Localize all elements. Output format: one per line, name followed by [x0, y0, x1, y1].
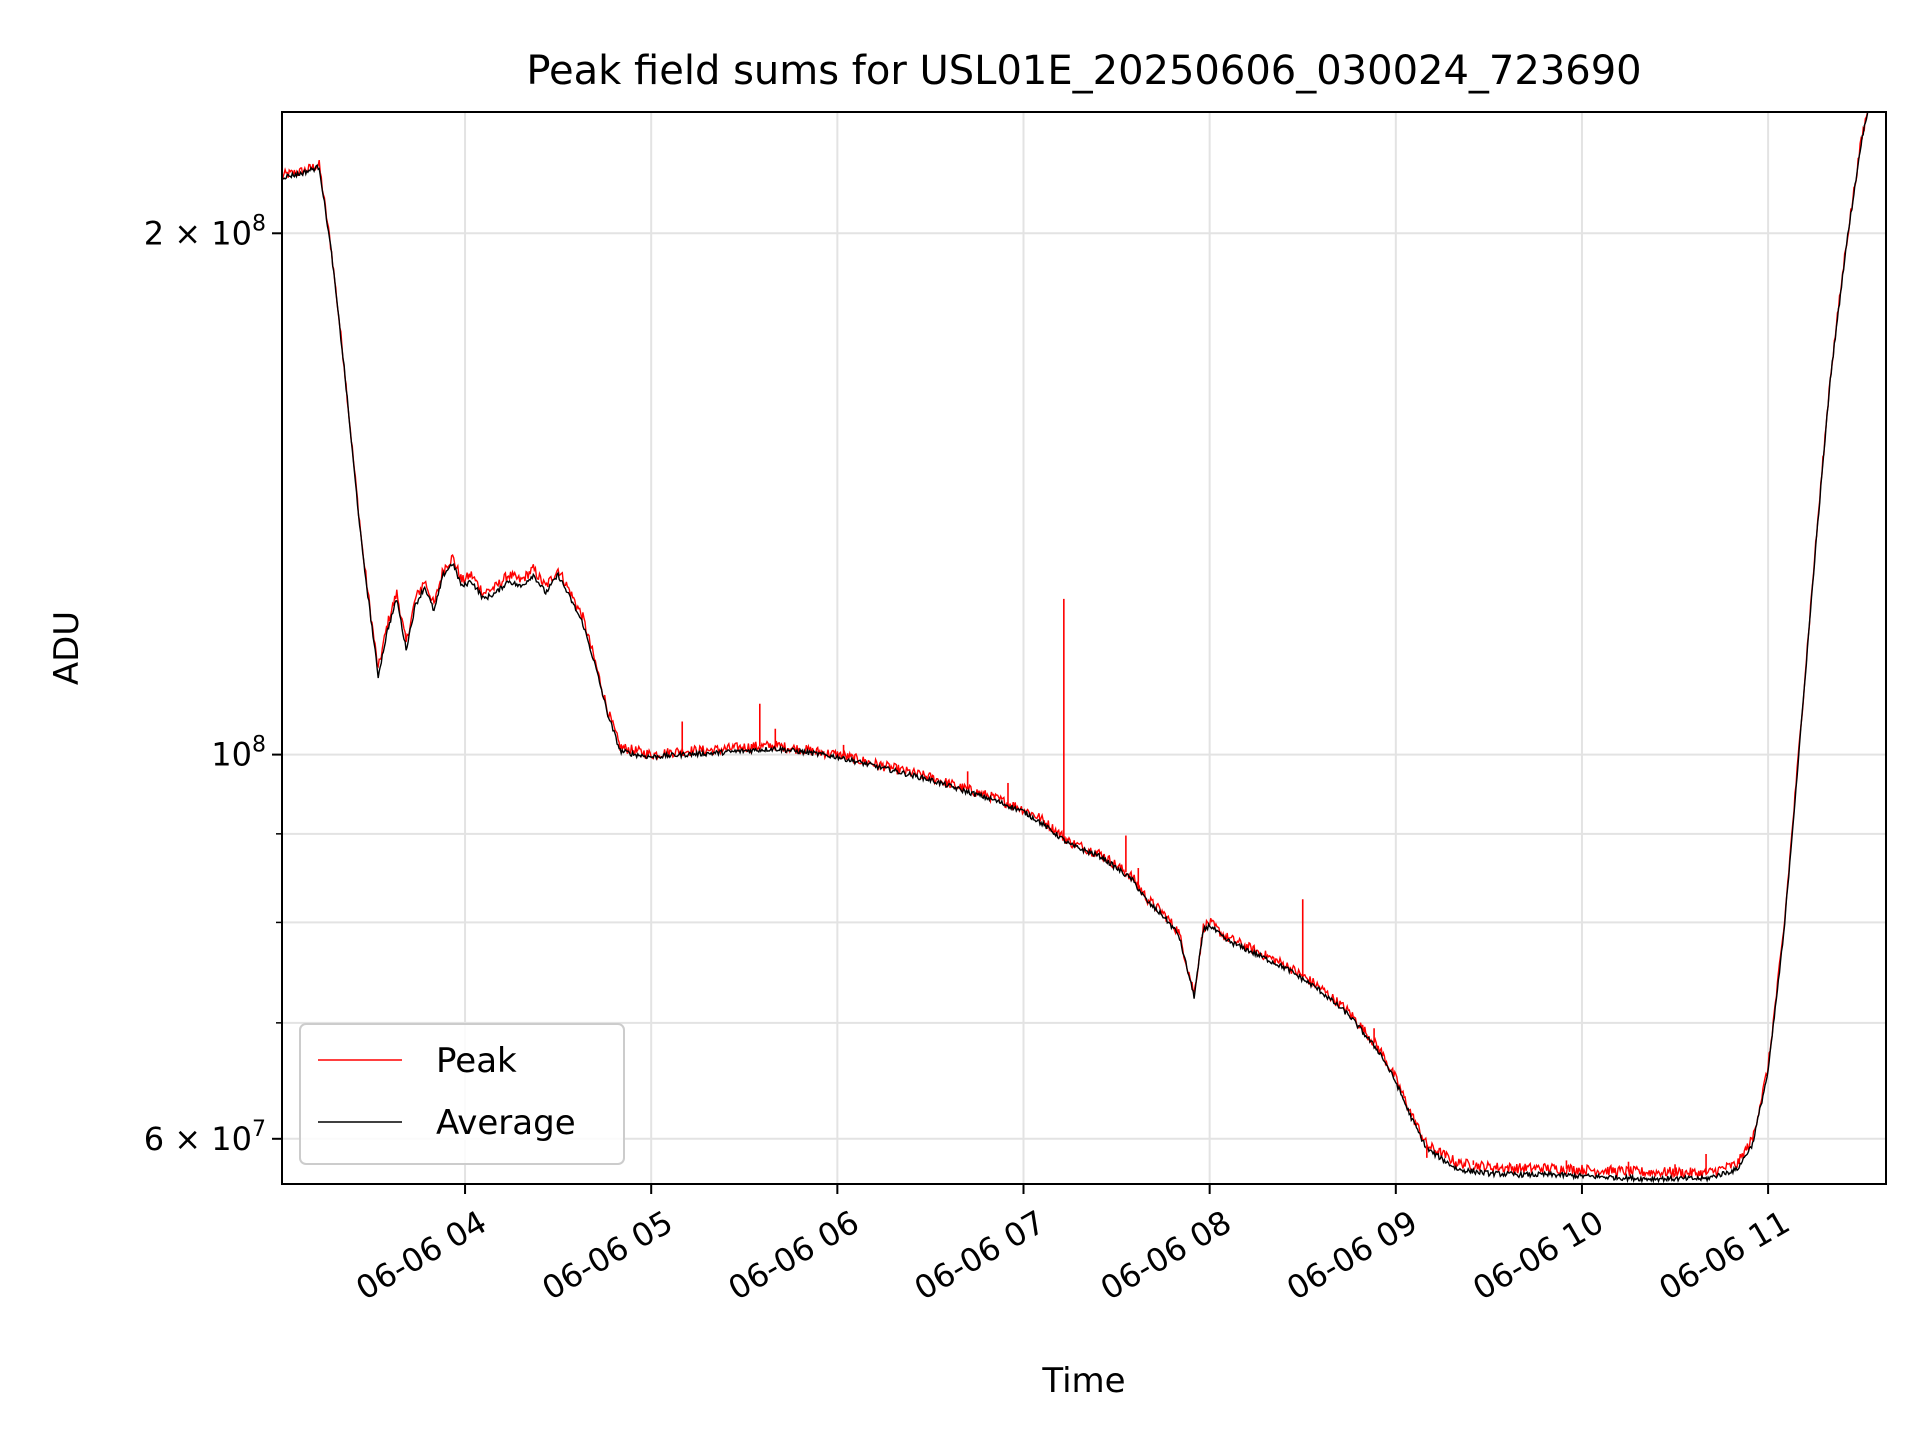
x-axis-label: Time [1041, 1361, 1125, 1401]
y-tick-mantissa: 6 × 10 [144, 1120, 252, 1158]
series-layer [282, 112, 1869, 1184]
average-series-line [282, 112, 1869, 1184]
chart-title: Peak field sums for USL01E_20250606_0300… [526, 48, 1641, 94]
legend-box [299, 1023, 625, 1165]
y-tick-label: 6 × 107 [144, 1117, 266, 1158]
plot-frame [281, 111, 1887, 1185]
y-tick-base: 10 [211, 736, 252, 774]
legend-label-peak: Peak [436, 1041, 517, 1081]
y-axis-label: ADU [47, 611, 87, 685]
y-tick-exponent: 8 [252, 211, 266, 236]
legend: Peak Average [299, 1023, 625, 1165]
y-tick-exponent: 8 [252, 733, 266, 758]
y-tick-label: 108 [211, 733, 266, 774]
peak-series-line [282, 112, 1869, 1179]
y-tick-exponent: 7 [252, 1117, 266, 1142]
legend-label-average: Average [436, 1103, 576, 1143]
y-tick-label: 2 × 108 [144, 211, 266, 252]
y-tick-mantissa: 2 × 10 [144, 214, 252, 252]
